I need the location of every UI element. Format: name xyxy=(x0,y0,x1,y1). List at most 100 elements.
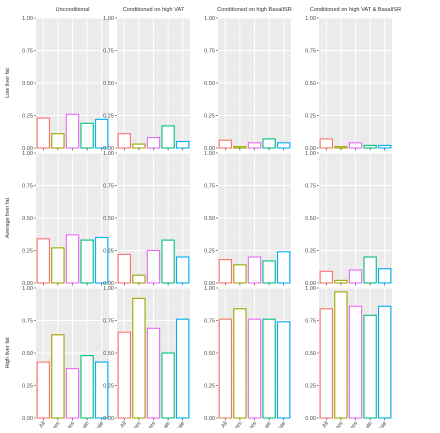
bar-all xyxy=(36,238,50,284)
bar-all xyxy=(218,259,232,284)
column-title: Conditioned on high VAT xyxy=(123,7,185,13)
bar-all xyxy=(319,270,333,284)
y-tick-label: 0.25 xyxy=(305,113,316,119)
y-tick-label: 0.75 xyxy=(22,318,33,324)
bar-female xyxy=(80,122,94,149)
y-tick-label: 0.50 xyxy=(22,81,33,87)
bar-female xyxy=(363,256,377,284)
x-tick-label: All xyxy=(321,421,329,428)
bar-diabetes xyxy=(334,279,348,284)
bar-female xyxy=(363,314,377,419)
column-title: Unconditional xyxy=(56,7,90,13)
y-tick-label: 0.50 xyxy=(305,216,316,222)
bar-male xyxy=(176,140,190,149)
bar-male xyxy=(176,256,190,284)
y-tick-label: 0.50 xyxy=(305,351,316,357)
y-tick-label: 0.75 xyxy=(305,183,316,189)
y-tick-label: 1.00 xyxy=(22,286,33,292)
y-tick-label: 0.00 xyxy=(204,416,215,422)
bar-female xyxy=(262,260,276,284)
y-tick-label: 0.25 xyxy=(103,113,114,119)
bar-male xyxy=(176,318,190,419)
bar-female xyxy=(363,144,377,149)
bar-all xyxy=(117,253,131,284)
bar-female xyxy=(262,138,276,149)
bar-non-diabetes xyxy=(146,137,161,149)
x-tick-label: All xyxy=(38,421,46,428)
x-tick-label: Male xyxy=(376,421,388,428)
y-tick-label: 0.75 xyxy=(103,318,114,324)
row-title: High liver fat xyxy=(5,337,11,369)
bar-all xyxy=(36,117,50,149)
y-tick-label: 0.00 xyxy=(305,146,316,152)
y-tick-label: 1.00 xyxy=(204,16,215,22)
bar-non-diabetes xyxy=(146,327,161,419)
x-tick-label: Female xyxy=(75,421,91,428)
x-tick-label: Female xyxy=(257,421,273,428)
y-tick-label: 0.00 xyxy=(204,281,215,287)
y-tick-label: 1.00 xyxy=(305,16,316,22)
y-tick-label: 0.50 xyxy=(204,81,215,87)
bar-all xyxy=(117,133,131,149)
y-tick-label: 0.25 xyxy=(103,383,114,389)
y-tick-label: 0.25 xyxy=(204,248,215,254)
bar-diabetes xyxy=(132,297,146,419)
bar-female xyxy=(262,318,276,419)
bar-diabetes xyxy=(233,264,247,284)
x-tick-label: Male xyxy=(174,421,186,428)
y-tick-label: 0.75 xyxy=(22,48,33,54)
bar-male xyxy=(95,118,109,149)
bar-diabetes xyxy=(233,308,247,419)
y-tick-label: 1.00 xyxy=(103,151,114,157)
bar-female xyxy=(161,352,175,419)
bar-non-diabetes xyxy=(65,113,80,149)
bar-male xyxy=(95,236,109,284)
y-tick-label: 0.75 xyxy=(305,48,316,54)
y-tick-label: 1.00 xyxy=(204,151,215,157)
y-tick-label: 0.00 xyxy=(103,281,114,287)
y-tick-label: 0.00 xyxy=(22,146,33,152)
row-title: Average liver fat xyxy=(5,197,11,238)
bar-female xyxy=(161,239,175,284)
bar-diabetes xyxy=(51,133,65,149)
bar-all xyxy=(218,139,232,149)
y-tick-label: 0.75 xyxy=(204,183,215,189)
y-tick-label: 0.75 xyxy=(204,48,215,54)
bar-female xyxy=(80,239,94,284)
bar-male xyxy=(277,251,291,284)
y-tick-label: 0.50 xyxy=(22,216,33,222)
y-tick-label: 0.75 xyxy=(103,48,114,54)
y-tick-label: 0.50 xyxy=(204,351,215,357)
bar-all xyxy=(36,361,50,419)
bar-diabetes xyxy=(233,146,247,149)
bar-diabetes xyxy=(334,146,348,149)
bar-non-diabetes xyxy=(146,249,161,284)
y-tick-label: 1.00 xyxy=(305,286,316,292)
bar-diabetes xyxy=(334,291,348,419)
y-tick-label: 0.25 xyxy=(22,113,33,119)
y-tick-label: 1.00 xyxy=(22,151,33,157)
bar-non-diabetes xyxy=(247,318,262,419)
y-tick-label: 0.50 xyxy=(103,351,114,357)
bar-male xyxy=(95,361,109,419)
y-tick-label: 0.00 xyxy=(305,416,316,422)
y-tick-label: 0.75 xyxy=(204,318,215,324)
y-tick-label: 0.50 xyxy=(22,351,33,357)
y-tick-label: 0.50 xyxy=(305,81,316,87)
bar-diabetes xyxy=(132,274,146,284)
bar-all xyxy=(117,331,131,419)
bar-non-diabetes xyxy=(348,305,363,419)
bar-male xyxy=(277,142,291,149)
x-tick-label: Male xyxy=(275,421,287,428)
x-tick-label: Female xyxy=(156,421,172,428)
y-tick-label: 0.75 xyxy=(22,183,33,189)
bar-male xyxy=(378,305,392,419)
x-tick-label: All xyxy=(119,421,127,428)
bar-non-diabetes xyxy=(247,256,262,284)
y-tick-label: 1.00 xyxy=(305,151,316,157)
bar-non-diabetes xyxy=(348,142,363,149)
bar-male xyxy=(378,268,392,284)
y-tick-label: 0.00 xyxy=(305,281,316,287)
y-tick-label: 0.00 xyxy=(22,416,33,422)
